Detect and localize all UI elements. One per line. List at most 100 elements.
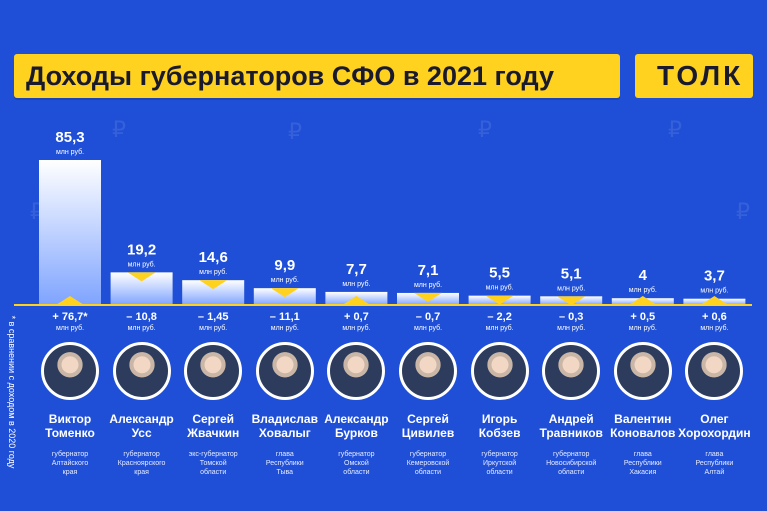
unit-label: млн руб.	[199, 268, 227, 276]
governor-card: Валентин Коновалов глава Республики Хакасия	[605, 342, 681, 477]
title-banner: Доходы губернаторов СФО в 2021 году	[14, 54, 620, 98]
governor-card: Олег Хорохордин глава Республики Алтай	[676, 342, 752, 477]
value-label: 4	[639, 267, 648, 284]
role-line: губернатор	[553, 451, 590, 458]
avatar	[184, 342, 243, 400]
governor-role: глава Республики Тыва	[247, 450, 323, 477]
role-line: губернатор	[123, 451, 160, 458]
decrease-arrow-icon	[414, 292, 442, 302]
change-label: – 10,8	[126, 311, 157, 323]
ruble-pattern-icon: ₽	[736, 200, 750, 225]
change-unit-label: млн руб.	[271, 324, 299, 332]
last-name: Ховалыг	[258, 426, 311, 440]
value-label: 7,1	[418, 262, 439, 279]
role-line: Республики	[265, 460, 304, 467]
governor-card: Александр Усс губернатор Красноярского края	[104, 342, 180, 477]
role-line: Тыва	[276, 469, 294, 476]
change-label: – 0,7	[416, 311, 440, 323]
avatar	[327, 342, 386, 400]
role-line: Кемеровской	[406, 460, 450, 467]
role-line: глава	[275, 451, 294, 458]
first-name: Игорь	[481, 412, 518, 426]
change-unit-label: млн руб.	[199, 324, 227, 332]
avatar	[112, 342, 171, 400]
value-label: 14,6	[199, 249, 228, 266]
first-name: Валентин	[614, 412, 672, 426]
role-line: Алтай	[704, 469, 725, 476]
governor-name: Валентин Коновалов	[605, 412, 681, 440]
change-label: – 11,1	[270, 311, 300, 323]
unit-label: млн руб.	[700, 287, 728, 295]
role-line: Омской	[344, 460, 369, 467]
last-name: Цивилев	[401, 426, 455, 440]
governor-name: Александр Усс	[104, 412, 180, 440]
decrease-arrow-icon	[485, 295, 514, 305]
first-name: Сергей	[407, 412, 449, 426]
governor-name: Виктор Томенко	[32, 412, 108, 440]
change-label: – 2,2	[487, 311, 511, 323]
last-name: Кобзев	[478, 426, 521, 440]
role-line: Алтайского	[51, 460, 89, 467]
governor-role: губернатор Новосибирской области	[533, 450, 609, 477]
last-name: Хорохордин	[678, 426, 751, 440]
role-line: области	[414, 469, 442, 476]
role-line: Иркутской	[483, 460, 517, 467]
governor-card: Владислав Ховалыг глава Республики Тыва	[247, 342, 323, 477]
change-unit-label: млн руб.	[700, 324, 728, 332]
value-label: 3,7	[704, 268, 725, 285]
role-line: края	[134, 469, 149, 476]
decrease-arrow-icon	[127, 272, 156, 282]
last-name: Жвачкин	[187, 426, 240, 440]
change-label: + 0,5	[630, 311, 655, 323]
governor-role: губернатор Иркутской области	[462, 450, 538, 477]
avatar	[255, 342, 314, 400]
increase-arrow-icon	[56, 296, 84, 305]
governor-role: губернатор Алтайского края	[32, 450, 108, 477]
decrease-arrow-icon	[557, 296, 586, 306]
value-label: 7,7	[346, 261, 367, 278]
increase-arrow-icon	[628, 296, 657, 305]
role-line: области	[558, 469, 585, 476]
governor-name: Сергей Жвачкин	[175, 412, 251, 440]
change-label: – 1,45	[198, 311, 229, 323]
last-name: Усс	[131, 426, 152, 440]
role-line: Новосибирской	[546, 460, 597, 467]
role-line: губернатор	[409, 451, 447, 458]
brand-logo: ТОЛК	[635, 54, 753, 98]
avatar	[613, 342, 672, 400]
governor-card: Виктор Томенко губернатор Алтайского края	[32, 342, 108, 477]
first-name: Александр	[324, 412, 389, 426]
governor-role: экс-губернатор Томской области	[175, 450, 251, 477]
governor-card: Сергей Жвачкин экс-губернатор Томской област…	[175, 342, 251, 477]
unit-label: млн руб.	[128, 260, 156, 268]
governor-role: глава Республики Алтай	[676, 450, 752, 477]
role-line: Республики	[623, 460, 662, 467]
change-unit-label: млн руб.	[128, 324, 156, 332]
governor-name: Игорь Кобзев	[462, 412, 538, 440]
change-unit-label: млн руб.	[486, 324, 514, 332]
change-unit-label: млн руб.	[342, 324, 370, 332]
value-label: 19,2	[127, 241, 156, 258]
change-unit-label: млн руб.	[414, 324, 442, 332]
governor-name: Олег Хорохордин	[676, 412, 752, 440]
increase-arrow-icon	[342, 296, 371, 305]
change-unit-label: млн руб.	[56, 324, 84, 332]
role-line: глава	[633, 451, 652, 458]
role-line: губернатор	[481, 451, 518, 458]
page-title: Доходы губернаторов СФО в 2021 году	[26, 61, 555, 91]
first-name: Олег	[700, 412, 729, 426]
change-unit-label: млн руб.	[629, 324, 657, 332]
change-unit-label: млн руб.	[557, 324, 585, 332]
decrease-arrow-icon	[270, 288, 299, 298]
unit-label: млн руб.	[342, 280, 370, 288]
ruble-pattern-icon: ₽	[112, 118, 126, 143]
role-line: края	[62, 469, 78, 476]
governor-role: глава Республики Хакасия	[605, 450, 681, 477]
governor-role: губернатор Красноярского края	[104, 450, 180, 477]
change-label: + 0,7	[344, 311, 369, 323]
change-label: + 76,7*	[52, 311, 88, 323]
first-name: Александр	[109, 412, 174, 426]
avatar	[470, 342, 529, 400]
role-line: губернатор	[51, 451, 89, 458]
governor-name: Андрей Травников	[533, 412, 609, 440]
